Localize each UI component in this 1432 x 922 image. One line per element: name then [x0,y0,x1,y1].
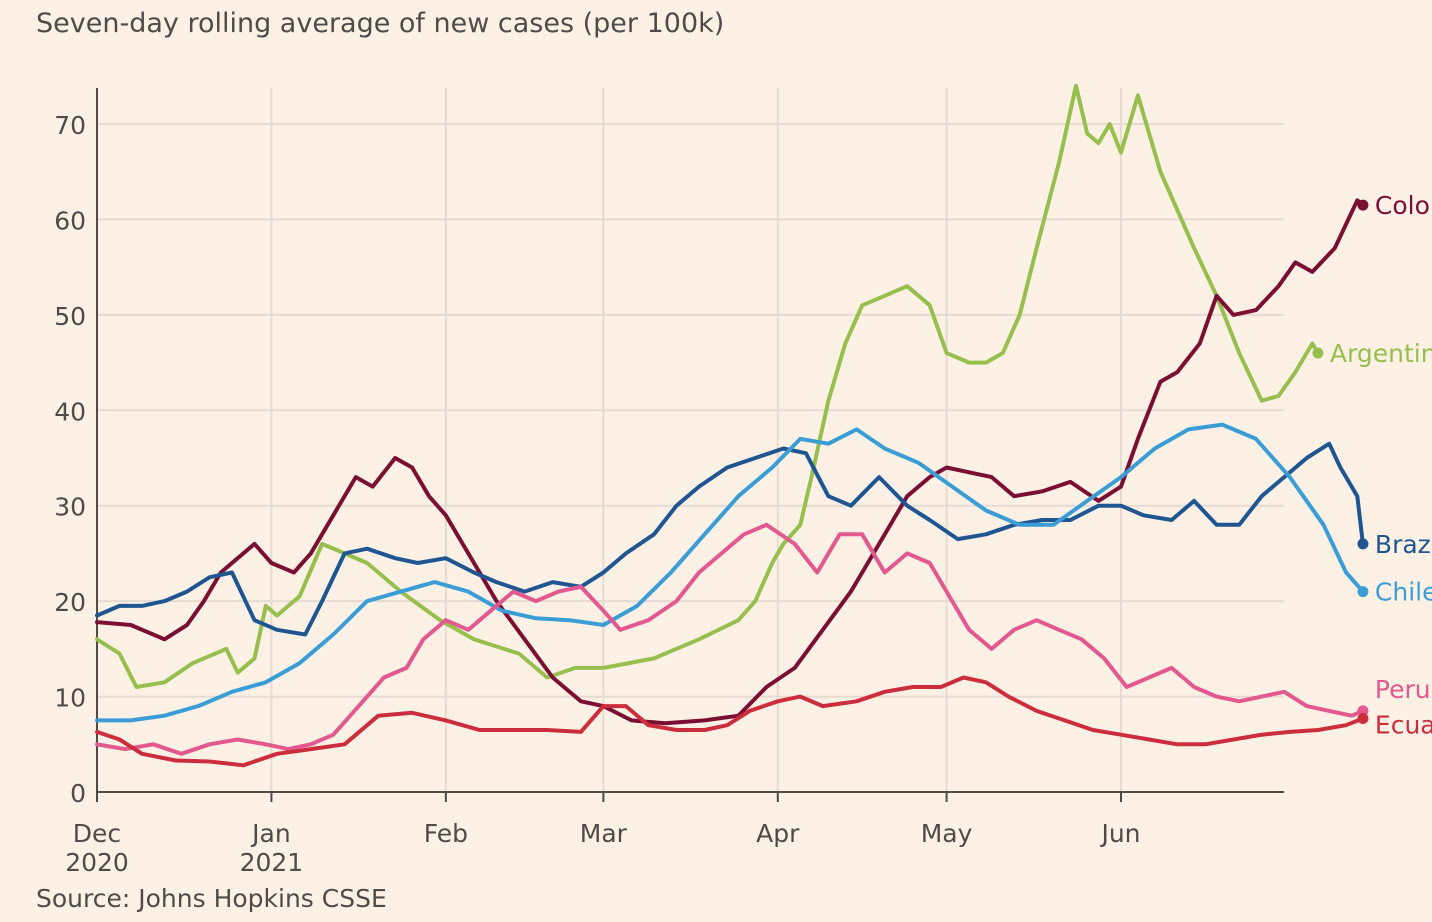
series-end-dot-colombia [1357,199,1369,211]
series-label-chile: Chile [1375,578,1432,607]
y-tick-label: 30 [54,493,86,522]
series-end-dot-brazil [1357,538,1369,550]
y-tick-label: 20 [54,588,86,617]
series-end-dot-ecuador [1357,713,1369,725]
series-line-argentina [95,83,1320,689]
x-tick-label: Feb [424,819,468,848]
series-end-dot-argentina [1312,347,1324,359]
series-label-brazil: Brazil [1375,530,1432,559]
grid-lines [97,88,1284,792]
series-line-chile [95,422,1365,723]
series-label-peru: Peru [1375,675,1431,704]
y-tick-label: 70 [54,111,86,140]
series-line-brazil [95,441,1365,637]
x-tick-label: Mar [580,819,628,848]
x-tick-sublabel: 2021 [240,848,304,877]
series-line-peru [95,522,1365,756]
series-end-dot-peru [1357,705,1369,717]
x-tick-label: Jan [250,819,291,848]
x-tick-label: May [921,819,973,848]
series-label-argentina: Argentina [1330,339,1432,368]
series-lines [95,83,1369,768]
chart-subtitle: Seven-day rolling average of new cases (… [36,8,725,39]
y-tick-label: 10 [54,684,86,713]
y-tick-label: 40 [54,397,86,426]
y-tick-label: 50 [54,302,86,331]
series-label-ecuador: Ecuador [1375,711,1432,740]
x-tick-sublabel: 2020 [65,848,129,877]
x-tick-label: Apr [756,819,800,848]
series-line-colombia [95,198,1365,726]
x-tick-label: Jun [1099,819,1140,848]
series-end-labels: Argentina Colombia Brazil Chile Peru Ecuador [1330,191,1432,739]
x-tick-label: Dec [73,819,121,848]
series-line-ecuador [95,675,1365,768]
y-tick-label: 0 [70,779,86,808]
series-label-colombia: Colombia [1375,191,1432,220]
y-tick-label: 60 [54,206,86,235]
source-note: Source: Johns Hopkins CSSE [36,884,387,913]
series-end-dot-chile [1357,586,1369,598]
